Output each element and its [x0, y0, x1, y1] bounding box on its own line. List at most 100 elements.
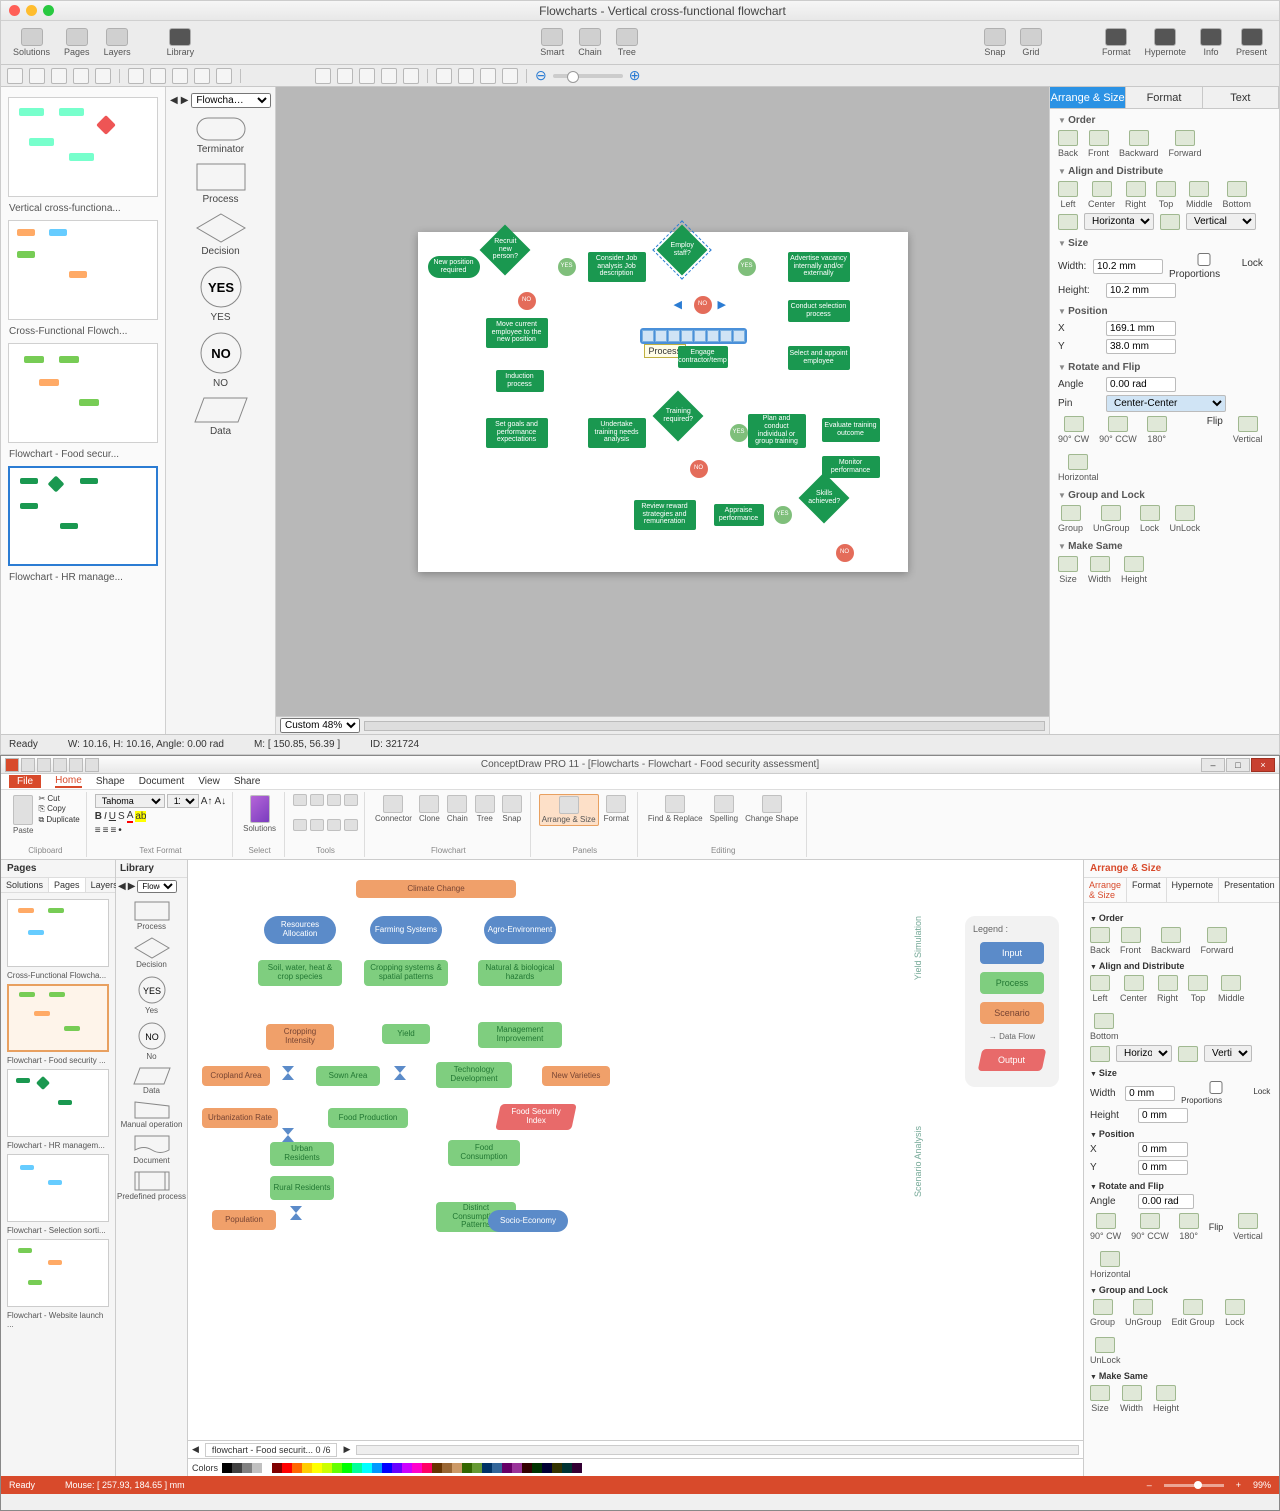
color-swatch[interactable]: [302, 1463, 312, 1473]
node-recruit[interactable]: Recruit new person?: [502, 247, 508, 253]
clone-button[interactable]: Clone: [417, 794, 442, 824]
lib-nav-next[interactable]: ▶: [181, 95, 189, 106]
arrow-right-icon[interactable]: ▶: [718, 298, 726, 311]
node-cropsys[interactable]: Cropping systems & spatial patterns: [364, 960, 448, 986]
format-button[interactable]: Format: [1096, 26, 1137, 59]
shape-no[interactable]: NONO: [170, 331, 271, 389]
align-right[interactable]: Right: [1157, 975, 1178, 1003]
close-button[interactable]: ×: [1251, 758, 1275, 772]
color-palette[interactable]: [222, 1463, 582, 1473]
page-thumb[interactable]: [8, 97, 158, 197]
ungroup-btn[interactable]: UnGroup: [1125, 1299, 1162, 1327]
dist-h-icon[interactable]: [1058, 214, 1078, 230]
zoom-icon[interactable]: [436, 68, 452, 84]
line-tool[interactable]: [344, 794, 358, 806]
menu-view[interactable]: View: [198, 776, 220, 787]
node-sown[interactable]: Sown Area: [316, 1066, 380, 1086]
rect-tool[interactable]: [293, 794, 307, 806]
hypernote-button[interactable]: Hypernote: [1138, 26, 1192, 59]
dist-v-select[interactable]: Vertical: [1204, 1045, 1252, 1062]
node-foodprod[interactable]: Food Production: [328, 1108, 408, 1128]
page-thumb[interactable]: [7, 984, 109, 1052]
flip-v[interactable]: Vertical: [1233, 1213, 1263, 1241]
y-input[interactable]: [1138, 1160, 1188, 1175]
rotate-180[interactable]: 180°: [1147, 416, 1167, 444]
solutions-button[interactable]: Solutions: [241, 794, 278, 834]
color-swatch[interactable]: [362, 1463, 372, 1473]
chain-button[interactable]: Chain: [572, 26, 608, 59]
node-review[interactable]: Review reward strategies and remuneratio…: [634, 500, 696, 530]
find-replace-button[interactable]: Find & Replace: [646, 794, 705, 824]
angle-input[interactable]: [1106, 377, 1176, 392]
lock-proportions[interactable]: [1169, 253, 1239, 266]
group-btn[interactable]: Group: [1058, 505, 1083, 533]
print-icon[interactable]: [69, 758, 83, 772]
crop-icon[interactable]: [502, 68, 518, 84]
italic-button[interactable]: I: [104, 811, 107, 822]
dist-v-icon[interactable]: [1178, 1046, 1198, 1062]
arc-tool[interactable]: [150, 68, 166, 84]
duplicate-button[interactable]: ⧉ Duplicate: [38, 815, 79, 825]
tab-pages[interactable]: Pages: [49, 878, 86, 892]
color-swatch[interactable]: [312, 1463, 322, 1473]
rotate-90ccw[interactable]: 90° CCW: [1131, 1213, 1169, 1241]
shape-data[interactable]: Data: [170, 397, 271, 437]
align-top[interactable]: Top: [1156, 181, 1176, 209]
page-tab[interactable]: flowchart - Food securit... 0 /6: [205, 1443, 338, 1457]
align-left-icon[interactable]: ≡: [95, 825, 101, 836]
grid-button[interactable]: Grid: [1014, 26, 1048, 59]
lock-proportions[interactable]: [1181, 1081, 1251, 1094]
dist-v-select[interactable]: Vertical: [1186, 213, 1256, 230]
arrow-left-icon[interactable]: ◀: [674, 298, 682, 311]
section-order[interactable]: Order: [1058, 115, 1271, 126]
font-shrink-icon[interactable]: A↓: [214, 796, 226, 807]
section-size[interactable]: Size: [1090, 1068, 1273, 1078]
font-size[interactable]: 11: [167, 794, 199, 808]
shape-manual[interactable]: Manual operation: [116, 1101, 187, 1129]
pages-button[interactable]: Pages: [58, 26, 96, 59]
copy-button[interactable]: ⎘ Copy: [38, 804, 79, 814]
tab-hypernote[interactable]: Hypernote: [1167, 878, 1220, 902]
shape-no[interactable]: NONo: [116, 1021, 187, 1061]
ungroup-icon[interactable]: [381, 68, 397, 84]
width-input[interactable]: [1125, 1086, 1175, 1101]
redo-icon[interactable]: [53, 758, 67, 772]
align-middle[interactable]: Middle: [1218, 975, 1245, 1003]
arrange-size-button[interactable]: Arrange & Size: [539, 794, 599, 826]
shape-yes[interactable]: YESYes: [116, 975, 187, 1015]
color-swatch[interactable]: [492, 1463, 502, 1473]
tab-arrange[interactable]: Arrange & Size: [1084, 878, 1127, 902]
node-move[interactable]: Move current employee to the new positio…: [486, 318, 548, 348]
color-swatch[interactable]: [282, 1463, 292, 1473]
align-left[interactable]: Left: [1058, 181, 1078, 209]
undo-icon[interactable]: [315, 68, 331, 84]
section-group[interactable]: Group and Lock: [1090, 1285, 1273, 1295]
canvas[interactable]: New position required Recruit new person…: [276, 87, 1049, 716]
menu-file[interactable]: File: [9, 775, 41, 788]
rotate-90cw[interactable]: 90° CW: [1058, 416, 1089, 444]
highlight-icon[interactable]: ab: [135, 811, 146, 822]
section-same[interactable]: Make Same: [1058, 541, 1271, 552]
rotate-90ccw[interactable]: 90° CCW: [1099, 416, 1137, 444]
snap-button[interactable]: Snap: [978, 26, 1012, 59]
same-size[interactable]: Size: [1058, 556, 1078, 584]
text-tool[interactable]: [29, 68, 45, 84]
shape-process[interactable]: Process: [116, 901, 187, 931]
color-swatch[interactable]: [392, 1463, 402, 1473]
arc-tool[interactable]: [293, 819, 307, 831]
undo-icon[interactable]: [37, 758, 51, 772]
cut-button[interactable]: ✂ Cut: [38, 794, 79, 803]
node-agro[interactable]: Agro-Environment: [484, 916, 556, 944]
lock-btn[interactable]: Lock: [1140, 505, 1160, 533]
flip-h[interactable]: Horizontal: [1090, 1251, 1131, 1279]
order-backward[interactable]: Backward: [1119, 130, 1159, 158]
rotate-90cw[interactable]: 90° CW: [1090, 1213, 1121, 1241]
section-align[interactable]: Align and Distribute: [1090, 961, 1273, 971]
color-swatch[interactable]: [232, 1463, 242, 1473]
color-swatch[interactable]: [432, 1463, 442, 1473]
color-swatch[interactable]: [422, 1463, 432, 1473]
order-forward[interactable]: Forward: [1201, 927, 1234, 955]
rounded-tool[interactable]: [95, 68, 111, 84]
connector-tool[interactable]: [344, 819, 358, 831]
page-thumb[interactable]: [7, 1069, 109, 1137]
